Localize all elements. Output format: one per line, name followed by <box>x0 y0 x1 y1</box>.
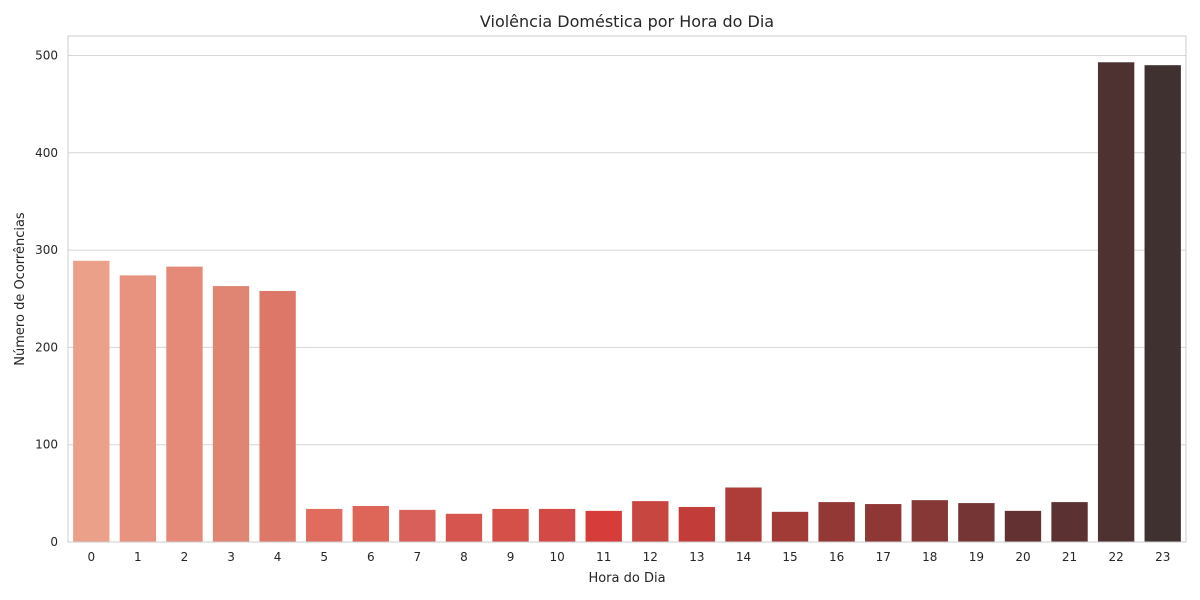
bar <box>1051 502 1088 542</box>
x-tick-label: 17 <box>876 550 891 564</box>
bar <box>492 508 529 542</box>
y-axis-ticks: 0 100 200 300 400 500 <box>35 48 58 549</box>
x-tick-label: 14 <box>736 550 751 564</box>
bar <box>585 510 622 542</box>
bar <box>166 266 203 542</box>
bars <box>73 62 1181 543</box>
x-tick-label: 21 <box>1062 550 1077 564</box>
plot-frame <box>67 35 1187 543</box>
x-tick-label: 11 <box>596 550 611 564</box>
x-tick-label: 15 <box>782 550 797 564</box>
x-tick-label: 5 <box>320 550 328 564</box>
x-tick-label: 7 <box>414 550 422 564</box>
bar <box>818 502 855 542</box>
x-axis-ticks: 0 1 2 3 4 5 6 7 8 9 10 11 12 13 14 15 16 17 18 19 20 21 22 23 <box>87 550 1170 564</box>
x-tick-label: 9 <box>507 550 515 564</box>
x-tick-label: 18 <box>922 550 937 564</box>
x-tick-label: 19 <box>969 550 984 564</box>
x-axis-label: Hora do Dia <box>588 571 665 586</box>
bar <box>865 504 902 542</box>
bar <box>771 511 809 542</box>
x-tick-label: 2 <box>181 550 189 564</box>
bar <box>399 509 436 542</box>
bar <box>911 500 948 542</box>
y-tick-label: 400 <box>35 146 58 160</box>
chart-title: Violência Doméstica por Hora do Dia <box>480 12 774 31</box>
y-tick-label: 200 <box>35 340 58 354</box>
y-tick-label: 500 <box>35 48 58 62</box>
x-tick-label: 23 <box>1155 550 1170 564</box>
x-tick-label: 22 <box>1108 550 1123 564</box>
bar <box>1004 510 1042 542</box>
x-tick-label: 0 <box>87 550 95 564</box>
bar <box>306 508 343 542</box>
x-tick-label: 12 <box>643 550 658 564</box>
x-tick-label: 16 <box>829 550 844 564</box>
x-tick-label: 20 <box>1015 550 1030 564</box>
bar <box>958 503 995 542</box>
bar <box>678 506 716 542</box>
x-tick-label: 13 <box>689 550 704 564</box>
y-tick-label: 300 <box>35 243 58 257</box>
x-tick-label: 10 <box>549 550 564 564</box>
x-tick-label: 6 <box>367 550 375 564</box>
bar <box>1097 62 1135 543</box>
bar <box>632 501 669 542</box>
bar <box>119 275 157 542</box>
y-tick-label: 100 <box>35 438 58 452</box>
bar <box>725 487 762 542</box>
bar <box>73 260 110 542</box>
x-tick-label: 1 <box>134 550 142 564</box>
x-tick-label: 4 <box>274 550 282 564</box>
bar <box>259 290 296 542</box>
bar <box>445 513 483 542</box>
bar <box>1144 65 1181 542</box>
bar <box>212 286 250 542</box>
bar <box>538 508 576 542</box>
x-tick-label: 3 <box>227 550 235 564</box>
y-tick-label: 0 <box>50 535 58 549</box>
x-tick-label: 8 <box>460 550 468 564</box>
y-axis-label: Número de Ocorrências <box>13 212 28 366</box>
bar <box>352 505 389 542</box>
